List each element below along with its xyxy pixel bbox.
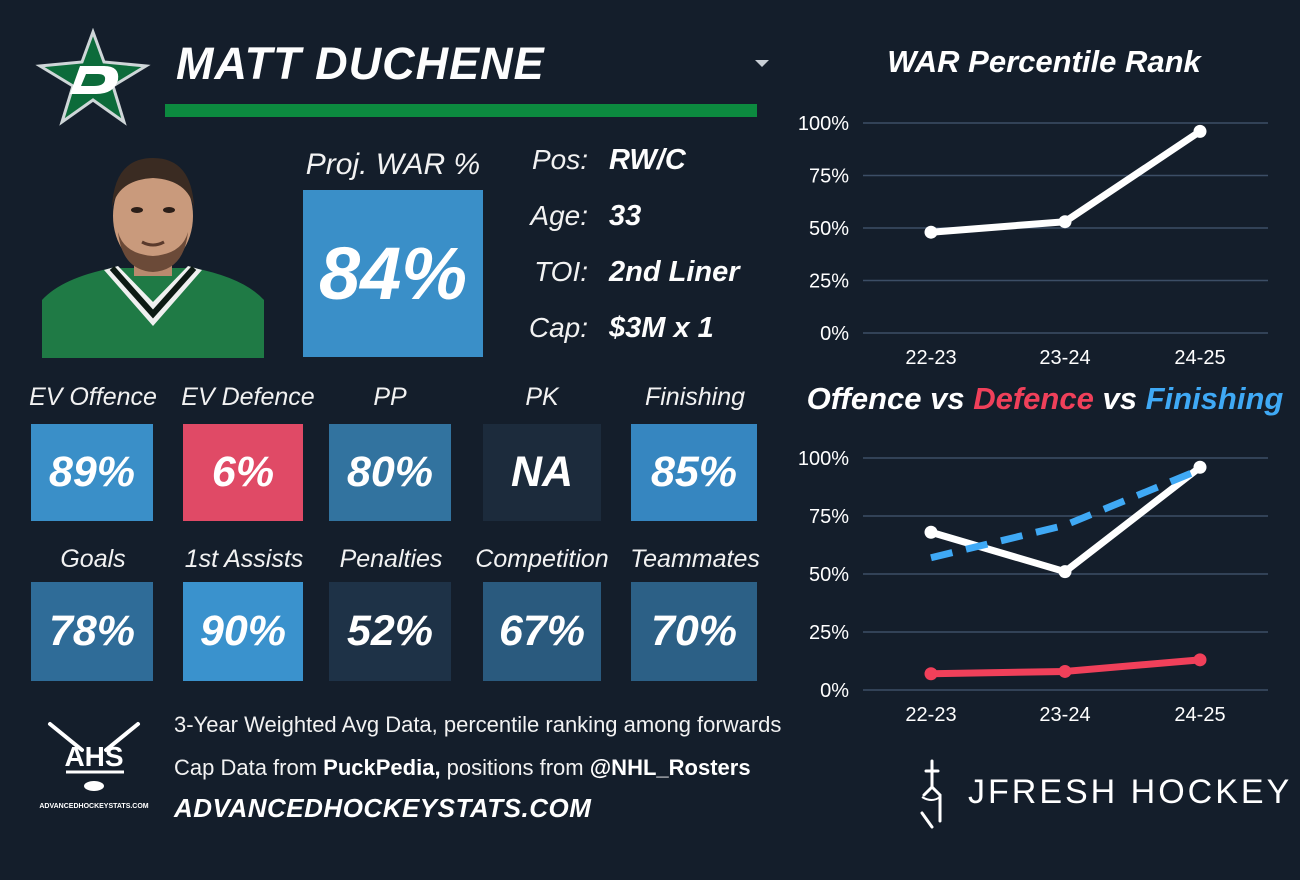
stat-tile-goals: 78% bbox=[31, 582, 153, 681]
stat-tile-penalties: 52% bbox=[329, 582, 451, 681]
ahs-logo: AHS ADVANCEDHOCKEYSTATS.COM bbox=[39, 722, 149, 810]
bio-value: $3M x 1 bbox=[609, 312, 714, 344]
site-url-link[interactable]: ADVANCEDHOCKEYSTATS.COM bbox=[174, 793, 592, 823]
stat-tile-1st-assists: 90% bbox=[183, 582, 303, 681]
y-tick-label: 50% bbox=[809, 218, 849, 240]
stat-label-pk: PK bbox=[525, 383, 559, 411]
title-vs-2: vs bbox=[1093, 381, 1146, 416]
stat-tile-teammates: 70% bbox=[631, 582, 757, 681]
proj-war-value: 84% bbox=[303, 190, 483, 357]
stat-tile-pk: NA bbox=[483, 424, 601, 521]
bio-label: Cap: bbox=[528, 312, 588, 343]
chart-title-ovdvf: Offence vs Defence vs Finishing bbox=[790, 381, 1300, 417]
chart-title-war: WAR Percentile Rank bbox=[887, 44, 1201, 79]
title-finishing: Finishing bbox=[1145, 381, 1284, 416]
chevron-down-icon[interactable] bbox=[752, 56, 772, 70]
y-tick-label: 0% bbox=[820, 323, 849, 345]
data-point bbox=[1193, 653, 1207, 667]
stat-tile-pp: 80% bbox=[329, 424, 451, 521]
stat-label-competition: Competition bbox=[475, 545, 609, 573]
bio-age: Age: 33 bbox=[520, 200, 780, 240]
title-vs-1: vs bbox=[921, 381, 974, 416]
stat-tile-competition: 67% bbox=[483, 582, 601, 681]
data-point bbox=[1058, 215, 1072, 229]
player-headshot bbox=[42, 150, 264, 358]
bio-label: TOI: bbox=[534, 256, 588, 287]
x-tick-label: 22-23 bbox=[905, 347, 956, 369]
title-offence: Offence bbox=[806, 381, 922, 416]
bio-label: Age: bbox=[530, 200, 588, 231]
ahs-logo-url: ADVANCEDHOCKEYSTATS.COM bbox=[39, 803, 148, 810]
y-tick-label: 25% bbox=[809, 271, 849, 293]
x-tick-label: 24-25 bbox=[1174, 347, 1225, 369]
footer-note-text: 3-Year Weighted Avg Data, percentile ran… bbox=[174, 712, 782, 737]
y-tick-label: 75% bbox=[809, 506, 849, 528]
x-tick-label: 23-24 bbox=[1039, 347, 1090, 369]
y-tick-label: 75% bbox=[809, 166, 849, 188]
footer-credits-source: PuckPedia, bbox=[323, 755, 441, 780]
x-tick-label: 22-23 bbox=[905, 704, 956, 726]
footer-credits: Cap Data from PuckPedia, positions from … bbox=[174, 755, 751, 781]
ahs-logo-text: AHS bbox=[64, 741, 123, 772]
bio-value: 2nd Liner bbox=[609, 256, 740, 288]
bio-position: Pos: RW/C bbox=[520, 144, 780, 184]
stat-label-pp: PP bbox=[373, 383, 407, 411]
bio-toi: TOI: 2nd Liner bbox=[520, 256, 780, 296]
stat-label-penalties: Penalties bbox=[339, 545, 443, 573]
offence-defence-finishing-chart: 0% 25% 50% 75% 100% 22-23 23-24 24-25 bbox=[798, 448, 1268, 726]
jfresh-hockey-logo: JFRESH HOCKEY bbox=[920, 759, 1290, 829]
footer-note: 3-Year Weighted Avg Data, percentile ran… bbox=[174, 712, 781, 738]
stat-label-ev-defence: EV Defence bbox=[181, 383, 315, 411]
series-line bbox=[927, 463, 1204, 576]
stat-label-ev-offence: EV Offence bbox=[29, 383, 157, 411]
y-tick-label: 25% bbox=[809, 622, 849, 644]
data-point bbox=[924, 667, 938, 681]
data-point bbox=[924, 525, 938, 539]
stat-label-finishing: Finishing bbox=[644, 383, 746, 411]
x-tick-label: 23-24 bbox=[1039, 704, 1090, 726]
footer-credits-handle: @NHL_Rosters bbox=[589, 755, 751, 780]
y-tick-label: 100% bbox=[798, 448, 849, 470]
team-color-bar bbox=[165, 104, 757, 117]
bio-value: RW/C bbox=[609, 144, 686, 176]
stat-label-teammates: Teammates bbox=[630, 545, 760, 573]
bio-label: Pos: bbox=[531, 144, 588, 175]
series-line bbox=[930, 466, 1202, 562]
data-point bbox=[1058, 664, 1072, 678]
data-point bbox=[924, 225, 938, 239]
x-tick-label: 24-25 bbox=[1174, 704, 1225, 726]
title-defence: Defence bbox=[973, 381, 1094, 416]
stat-tile-ev-offence: 89% bbox=[31, 424, 153, 521]
stat-tile-finishing: 85% bbox=[631, 424, 757, 521]
stat-label-goals: Goals bbox=[60, 545, 126, 573]
footer-credits-prefix: Cap Data from bbox=[174, 755, 324, 780]
bio-cap: Cap: $3M x 1 bbox=[520, 312, 780, 352]
stat-tile-ev-defence: 6% bbox=[183, 424, 303, 521]
data-point bbox=[1193, 460, 1207, 474]
bio-value: 33 bbox=[609, 200, 642, 232]
y-tick-label: 0% bbox=[820, 680, 849, 702]
y-tick-label: 100% bbox=[798, 113, 849, 135]
data-point bbox=[1058, 565, 1072, 579]
war-percentile-chart: 0% 25% 50% 75% 100% 22-23 23-24 24-25 bbox=[798, 113, 1268, 369]
player-name: MATT DUCHENE bbox=[176, 38, 545, 89]
proj-war-label: Proj. WAR % bbox=[305, 148, 481, 181]
dallas-stars-logo bbox=[35, 28, 151, 126]
y-tick-label: 50% bbox=[809, 564, 849, 586]
footer-credits-middle: positions from bbox=[440, 755, 590, 780]
stat-label-1st-assists: 1st Assists bbox=[184, 545, 304, 573]
jfresh-brand-text: JFRESH HOCKEY bbox=[968, 773, 1290, 811]
data-point bbox=[1193, 124, 1207, 138]
